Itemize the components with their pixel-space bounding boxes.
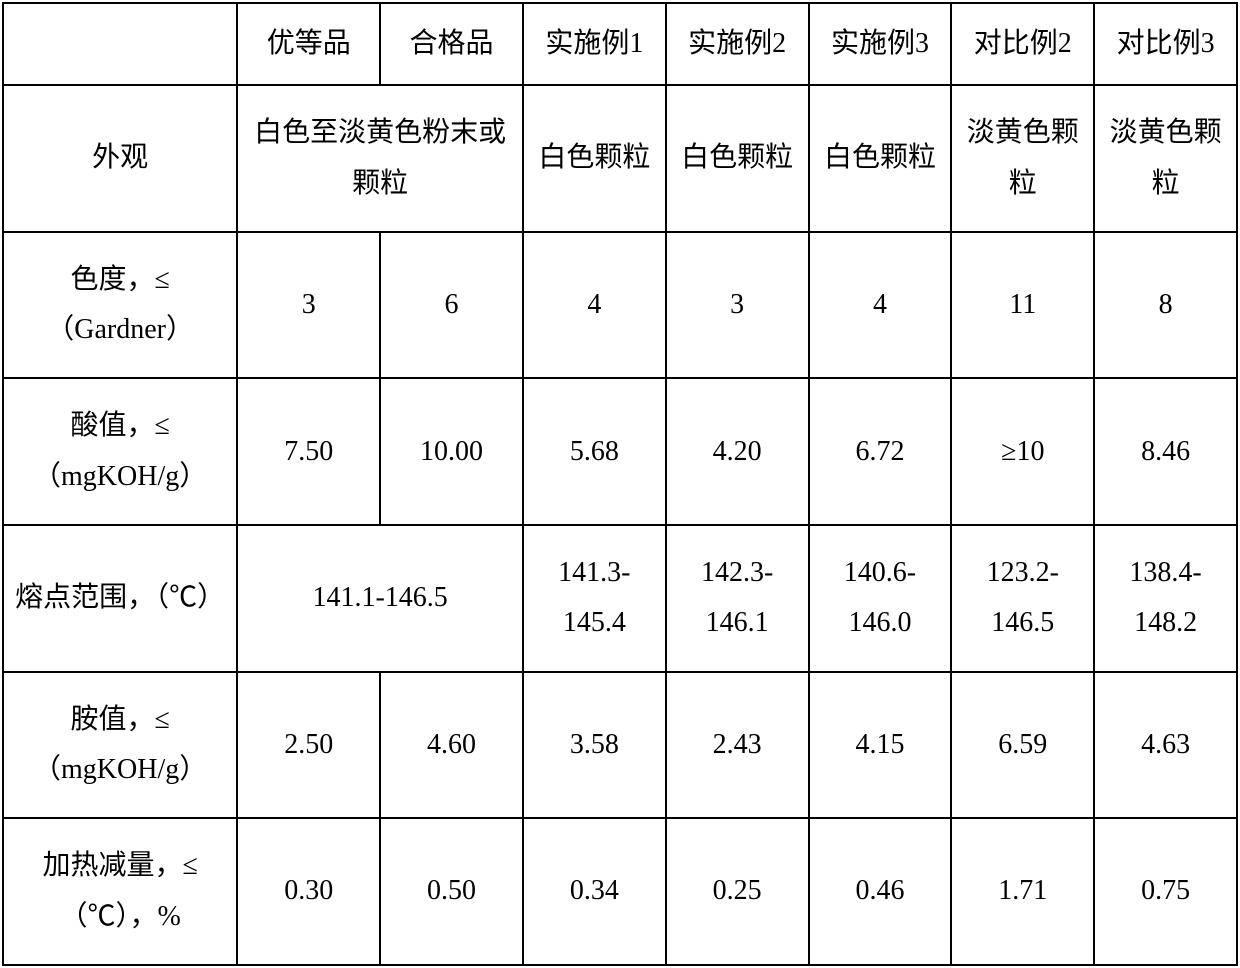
cell-acid-cmp2: ≥10 (951, 378, 1094, 525)
header-compare-2: 对比例2 (951, 3, 1094, 85)
cell-amine-cmp2: 6.59 (951, 672, 1094, 819)
cell-heatloss-cmp3: 0.75 (1094, 818, 1237, 965)
row-appearance: 外观 白色至淡黄色粉末或颗粒 白色颗粒 白色颗粒 白色颗粒 淡黄色颗粒 淡黄色颗… (3, 85, 1237, 232)
row-label-meltingpoint: 熔点范围，（℃） (3, 525, 237, 672)
row-label-color: 色度，≤（Gardner） (3, 232, 237, 379)
cell-amine-qualified: 4.60 (380, 672, 523, 819)
cell-color-ex1: 4 (523, 232, 666, 379)
row-acid: 酸值，≤（mgKOH/g） 7.50 10.00 5.68 4.20 6.72 … (3, 378, 1237, 525)
row-color: 色度，≤（Gardner） 3 6 4 3 4 11 8 (3, 232, 1237, 379)
cell-heatloss-cmp2: 1.71 (951, 818, 1094, 965)
cell-appearance-standard: 白色至淡黄色粉末或颗粒 (237, 85, 523, 232)
cell-appearance-ex2: 白色颗粒 (666, 85, 809, 232)
cell-color-premium: 3 (237, 232, 380, 379)
table-header-row: 优等品 合格品 实施例1 实施例2 实施例3 对比例2 对比例3 (3, 3, 1237, 85)
cell-color-cmp2: 11 (951, 232, 1094, 379)
cell-appearance-cmp3: 淡黄色颗粒 (1094, 85, 1237, 232)
cell-mp-ex3: 140.6-146.0 (809, 525, 952, 672)
data-table-container: 优等品 合格品 实施例1 实施例2 实施例3 对比例2 对比例3 外观 白色至淡… (0, 0, 1240, 968)
cell-color-ex2: 3 (666, 232, 809, 379)
cell-mp-cmp3: 138.4-148.2 (1094, 525, 1237, 672)
header-blank (3, 3, 237, 85)
header-example-2: 实施例2 (666, 3, 809, 85)
cell-acid-ex1: 5.68 (523, 378, 666, 525)
cell-heatloss-premium: 0.30 (237, 818, 380, 965)
cell-heatloss-qualified: 0.50 (380, 818, 523, 965)
cell-amine-cmp3: 4.63 (1094, 672, 1237, 819)
cell-acid-ex2: 4.20 (666, 378, 809, 525)
header-premium: 优等品 (237, 3, 380, 85)
row-label-appearance: 外观 (3, 85, 237, 232)
cell-acid-ex3: 6.72 (809, 378, 952, 525)
data-table: 优等品 合格品 实施例1 实施例2 实施例3 对比例2 对比例3 外观 白色至淡… (2, 2, 1238, 966)
cell-acid-premium: 7.50 (237, 378, 380, 525)
row-meltingpoint: 熔点范围，（℃） 141.1-146.5 141.3-145.4 142.3-1… (3, 525, 1237, 672)
cell-color-cmp3: 8 (1094, 232, 1237, 379)
cell-amine-ex3: 4.15 (809, 672, 952, 819)
cell-amine-ex1: 3.58 (523, 672, 666, 819)
row-heatloss: 加热减量，≤（℃），% 0.30 0.50 0.34 0.25 0.46 1.7… (3, 818, 1237, 965)
cell-heatloss-ex1: 0.34 (523, 818, 666, 965)
cell-heatloss-ex2: 0.25 (666, 818, 809, 965)
row-label-amine: 胺值，≤（mgKOH/g） (3, 672, 237, 819)
cell-color-qualified: 6 (380, 232, 523, 379)
header-example-3: 实施例3 (809, 3, 952, 85)
cell-appearance-ex3: 白色颗粒 (809, 85, 952, 232)
cell-mp-cmp2: 123.2-146.5 (951, 525, 1094, 672)
header-qualified: 合格品 (380, 3, 523, 85)
row-label-heatloss: 加热减量，≤（℃），% (3, 818, 237, 965)
cell-heatloss-ex3: 0.46 (809, 818, 952, 965)
cell-appearance-ex1: 白色颗粒 (523, 85, 666, 232)
row-amine: 胺值，≤（mgKOH/g） 2.50 4.60 3.58 2.43 4.15 6… (3, 672, 1237, 819)
cell-mp-ex1: 141.3-145.4 (523, 525, 666, 672)
row-label-acid: 酸值，≤（mgKOH/g） (3, 378, 237, 525)
cell-mp-standard: 141.1-146.5 (237, 525, 523, 672)
cell-amine-premium: 2.50 (237, 672, 380, 819)
cell-acid-cmp3: 8.46 (1094, 378, 1237, 525)
cell-amine-ex2: 2.43 (666, 672, 809, 819)
cell-color-ex3: 4 (809, 232, 952, 379)
cell-acid-qualified: 10.00 (380, 378, 523, 525)
cell-mp-ex2: 142.3-146.1 (666, 525, 809, 672)
cell-appearance-cmp2: 淡黄色颗粒 (951, 85, 1094, 232)
header-compare-3: 对比例3 (1094, 3, 1237, 85)
header-example-1: 实施例1 (523, 3, 666, 85)
